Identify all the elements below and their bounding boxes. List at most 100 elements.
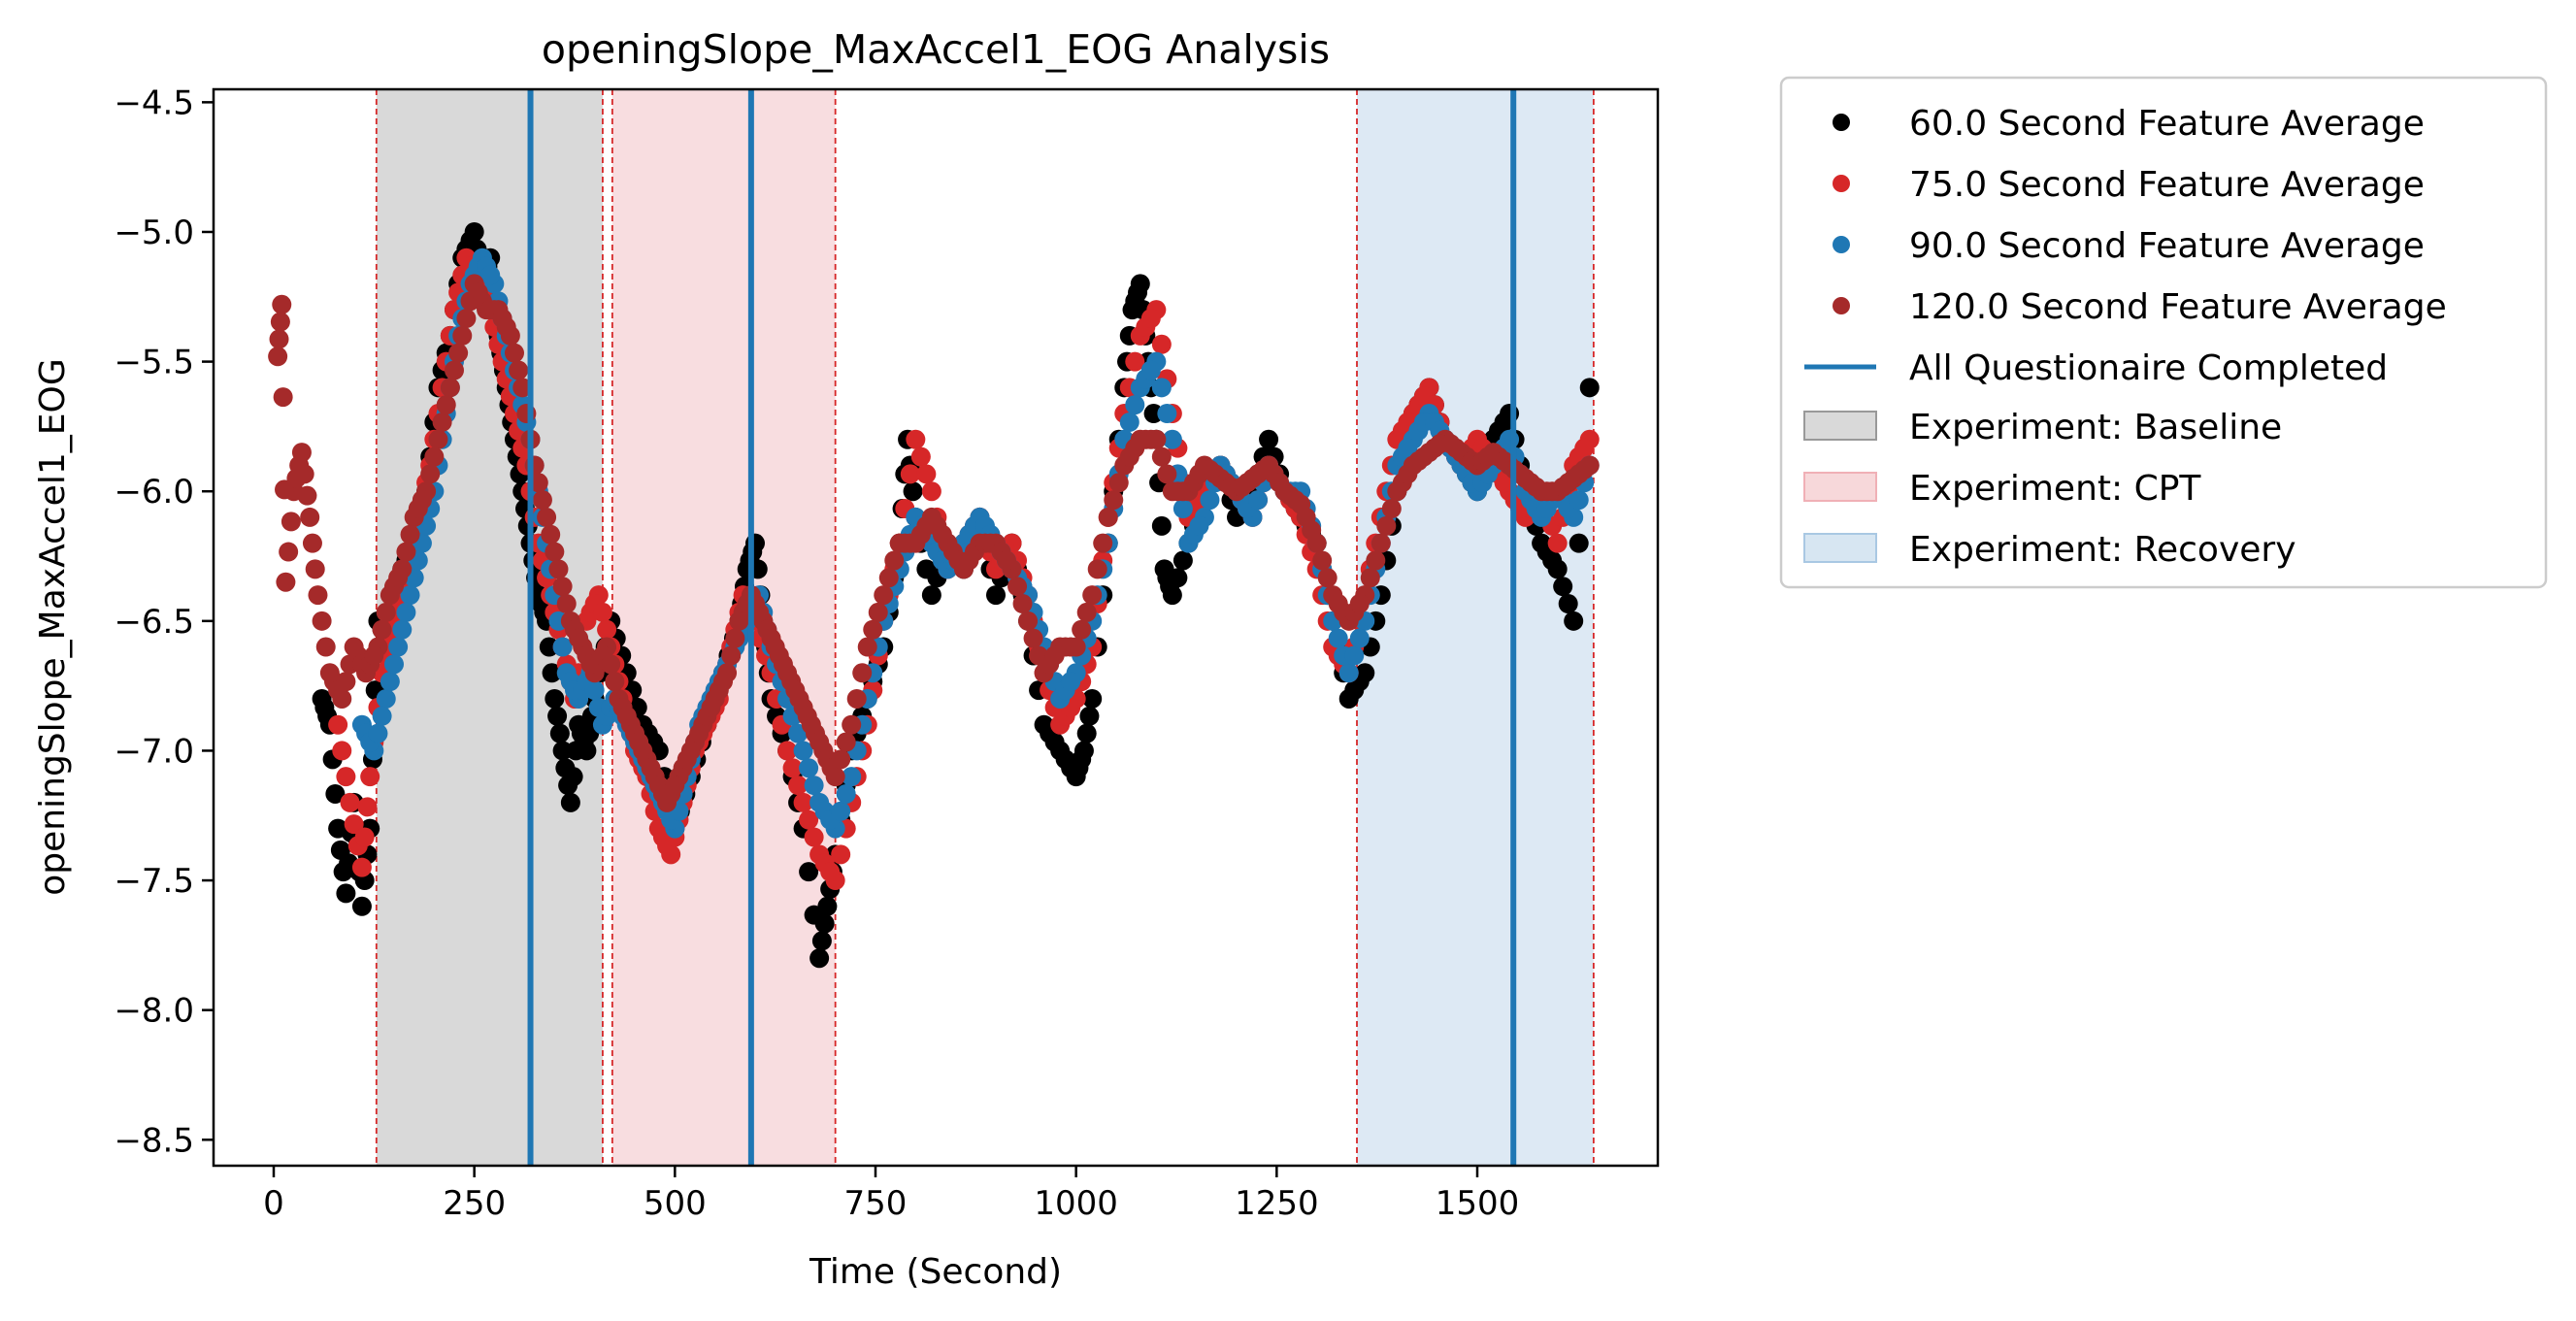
data-point	[432, 412, 452, 432]
data-point	[336, 883, 356, 904]
data-point	[1079, 706, 1100, 726]
data-point	[1098, 507, 1118, 527]
legend-swatch-recovery	[1803, 533, 1877, 563]
data-point	[312, 611, 332, 631]
legend-label-questionnaire: All Questionaire Completed	[1909, 348, 2388, 388]
data-point	[1338, 663, 1359, 683]
data-point	[799, 809, 819, 830]
data-point	[1569, 533, 1589, 553]
data-point	[1140, 360, 1161, 380]
data-point	[1140, 309, 1161, 329]
data-point	[910, 446, 931, 467]
data-point	[1542, 550, 1563, 571]
legend-label-baseline: Experiment: Baseline	[1909, 408, 2282, 447]
data-point	[1172, 550, 1193, 571]
data-point	[364, 645, 384, 666]
data-point	[1044, 732, 1065, 752]
data-point	[1248, 490, 1269, 511]
data-point	[325, 783, 346, 804]
data-point	[328, 714, 348, 735]
data-point	[1023, 628, 1043, 648]
phase-span-cpt	[611, 89, 836, 1166]
data-point	[831, 801, 851, 821]
data-point	[354, 827, 375, 847]
data-point	[863, 619, 883, 640]
series-3	[268, 274, 1600, 812]
data-point	[1574, 459, 1595, 479]
data-point	[563, 767, 583, 787]
data-point	[452, 325, 473, 346]
data-point	[549, 723, 570, 743]
data-point	[1259, 429, 1279, 449]
data-point	[336, 672, 356, 692]
data-point	[721, 645, 742, 666]
data-point	[360, 767, 380, 787]
data-point	[552, 577, 573, 597]
data-point	[1143, 404, 1164, 424]
y-tick-label: −7.0	[114, 732, 194, 771]
data-point	[857, 637, 877, 657]
data-point	[305, 559, 325, 579]
data-point	[1076, 602, 1097, 622]
data-point	[537, 507, 557, 527]
data-point	[445, 360, 464, 380]
data-point	[842, 714, 862, 735]
data-point	[1494, 412, 1514, 432]
data-point	[809, 732, 830, 752]
data-point	[874, 585, 894, 606]
data-point	[641, 758, 661, 778]
data-point	[541, 524, 561, 545]
data-point	[1151, 515, 1172, 536]
legend-marker-90s	[1833, 236, 1850, 253]
data-point	[1012, 594, 1033, 614]
data-point	[332, 741, 352, 761]
data-point	[793, 741, 813, 761]
data-point	[1569, 490, 1589, 511]
data-point	[629, 732, 649, 752]
legend-marker-60s	[1833, 114, 1850, 131]
data-point	[788, 776, 809, 796]
data-point	[1371, 533, 1391, 553]
data-point	[528, 473, 548, 493]
data-point	[665, 776, 685, 796]
data-point	[380, 672, 400, 692]
data-point	[597, 619, 617, 640]
data-point	[1344, 645, 1365, 666]
data-point	[1072, 749, 1092, 770]
data-point	[315, 637, 336, 657]
data-point	[440, 378, 460, 398]
data-point	[542, 663, 562, 683]
data-point	[1104, 490, 1124, 511]
data-point	[1579, 378, 1600, 398]
data-point	[1093, 533, 1113, 553]
x-tick-label: 500	[644, 1184, 707, 1223]
x-tick-label: 250	[443, 1184, 506, 1223]
data-point	[793, 792, 813, 812]
data-point	[1381, 499, 1402, 519]
legend-marker-120s	[1833, 297, 1850, 314]
data-point	[1151, 334, 1172, 354]
data-point	[797, 706, 817, 726]
data-point	[749, 602, 770, 622]
data-point	[384, 654, 404, 675]
data-point	[1189, 515, 1209, 536]
data-point	[1125, 351, 1145, 372]
data-point	[276, 572, 296, 592]
data-point	[512, 378, 533, 398]
data-point	[921, 481, 941, 502]
data-point	[552, 741, 573, 761]
data-point	[1366, 550, 1386, 571]
x-tick-label: 0	[263, 1184, 284, 1223]
legend-label-60s: 60.0 Second Feature Average	[1909, 104, 2425, 144]
data-point	[368, 723, 388, 743]
data-point	[300, 507, 320, 527]
data-point	[584, 680, 605, 701]
data-point	[279, 542, 299, 562]
data-point	[1140, 429, 1161, 449]
data-point	[1151, 446, 1172, 467]
y-tick-label: −8.0	[114, 992, 194, 1031]
legend: 60.0 Second Feature Average 75.0 Second …	[1779, 76, 2548, 589]
data-point	[496, 316, 516, 337]
data-point	[372, 619, 392, 640]
